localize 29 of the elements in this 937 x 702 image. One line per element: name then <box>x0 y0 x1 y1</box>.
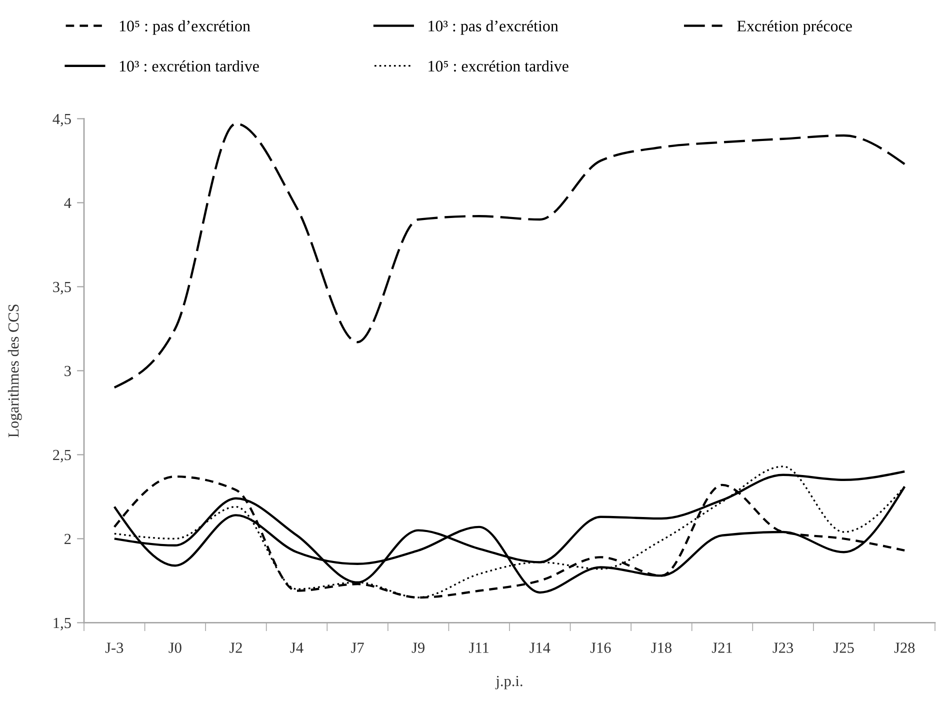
x-tick-label: J11 <box>469 642 489 653</box>
legend-label: Excrétion précoce <box>737 20 852 35</box>
x-tick-label: J16 <box>590 642 611 653</box>
x-tick-label: J0 <box>168 642 182 653</box>
legend-label: 10⁵ : excrétion tardive <box>428 60 568 72</box>
y-tick-label: 4,5 <box>52 114 71 126</box>
x-tick-label: J4 <box>290 642 304 653</box>
y-tick-label: 3,5 <box>53 282 71 294</box>
legend-label: 10³ : excrétion tardive <box>120 60 259 72</box>
y-tick-label: 4 <box>64 198 72 208</box>
x-tick-label: J28 <box>894 642 915 653</box>
x-tick-label: J23 <box>772 642 794 653</box>
x-tick-label: J9 <box>412 642 424 653</box>
x-tick-label: J-3 <box>105 642 124 653</box>
x-tick-label: J2 <box>229 642 242 653</box>
y-tick-label: 2,5 <box>53 450 71 462</box>
legend-label: 10³ : pas d’excrétion <box>428 20 558 35</box>
y-tick-label: 3 <box>64 366 71 376</box>
y-tick-label: 1,5 <box>54 618 71 630</box>
x-tick-label: J14 <box>530 642 550 653</box>
x-tick-label: J18 <box>651 642 672 653</box>
y-tick-label: 2 <box>64 534 71 544</box>
x-tick-label: J21 <box>712 642 732 653</box>
x-axis-title: j.p.i. <box>495 676 522 690</box>
line-series <box>113 122 906 389</box>
x-tick-label: J7 <box>351 642 364 653</box>
legend-label: 10⁵ : pas d’excrétion <box>120 20 250 35</box>
y-axis-title: Logarithmes des CCS <box>8 304 22 438</box>
x-tick-label: J25 <box>834 642 854 653</box>
